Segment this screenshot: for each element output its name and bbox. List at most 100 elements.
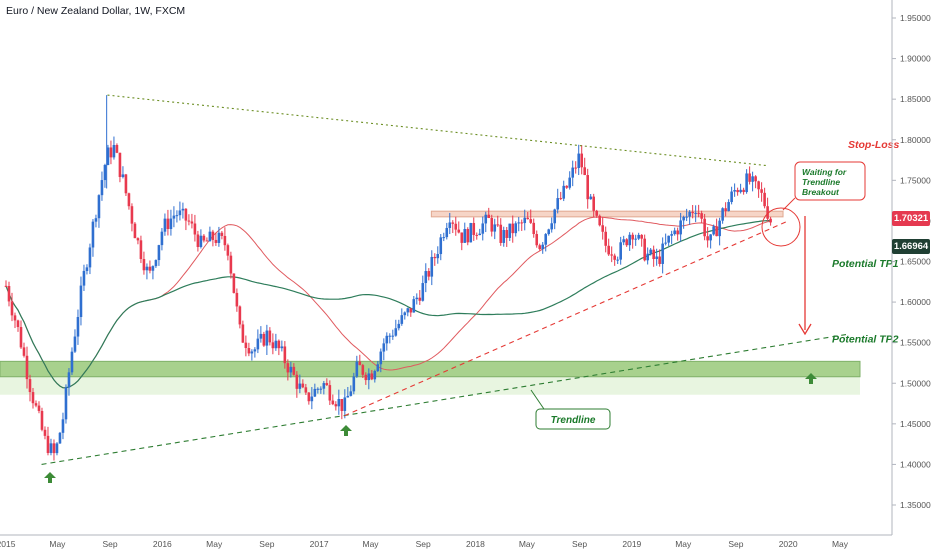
candle-body bbox=[118, 152, 122, 177]
candle-body bbox=[568, 177, 572, 188]
candle-body bbox=[268, 330, 272, 343]
candle-body bbox=[421, 283, 425, 301]
time-tick-label: Sep bbox=[259, 539, 274, 549]
candle-body bbox=[664, 242, 667, 244]
time-axis[interactable]: 2015 May Sep 2016 May Sep 2017 May Sep 2018 May Sep… bbox=[0, 534, 892, 549]
candle-body bbox=[709, 234, 712, 241]
candle-body bbox=[208, 231, 212, 242]
candle-body bbox=[406, 308, 410, 313]
candle-body bbox=[310, 396, 314, 402]
candle-body bbox=[577, 153, 581, 169]
candle-body bbox=[484, 214, 488, 224]
candle-body bbox=[652, 249, 655, 260]
candle-body bbox=[136, 238, 140, 241]
candle-body bbox=[643, 238, 646, 261]
candle-body bbox=[214, 239, 218, 243]
candle-body bbox=[376, 364, 380, 372]
candle-body bbox=[226, 245, 230, 256]
price-tick-label: 1.75000 bbox=[900, 175, 931, 185]
candle-body bbox=[25, 355, 29, 380]
candle-body bbox=[130, 206, 134, 224]
candle-body bbox=[562, 185, 566, 199]
candle-body bbox=[451, 222, 455, 224]
candle-body bbox=[730, 191, 733, 203]
candle-body bbox=[763, 192, 766, 207]
candle-body bbox=[622, 239, 625, 243]
candle-body bbox=[688, 211, 691, 217]
candle-body bbox=[496, 224, 500, 226]
price-tick-label: 1.85000 bbox=[900, 94, 931, 104]
last-price-tag: 1.70321 bbox=[892, 211, 930, 227]
candle-body bbox=[37, 405, 41, 411]
candle-body bbox=[385, 335, 389, 344]
candle-body bbox=[139, 240, 143, 260]
candle-body bbox=[13, 315, 17, 321]
candle-body bbox=[277, 340, 281, 349]
candle-body bbox=[184, 208, 188, 221]
candle-body bbox=[724, 208, 727, 212]
candle-body bbox=[520, 222, 524, 224]
candle-body bbox=[514, 223, 518, 234]
time-tick-label: Sep bbox=[728, 539, 743, 549]
candle-body bbox=[457, 229, 461, 233]
candle-body bbox=[373, 371, 377, 380]
trendlines bbox=[41, 94, 847, 465]
candle-body bbox=[307, 392, 311, 402]
candle-body bbox=[166, 218, 170, 230]
candle-body bbox=[295, 374, 299, 389]
price-tick-label: 1.55000 bbox=[900, 338, 931, 348]
candle-body bbox=[220, 232, 224, 236]
candle-body bbox=[697, 212, 700, 214]
candle-body bbox=[49, 443, 53, 453]
candle-body bbox=[244, 342, 248, 349]
candle-body bbox=[610, 254, 613, 256]
zones bbox=[0, 210, 861, 395]
candle-body bbox=[418, 297, 422, 301]
candle-body bbox=[190, 221, 194, 224]
candle-body bbox=[436, 254, 440, 259]
candle-body bbox=[94, 218, 98, 222]
time-tick-label: May bbox=[362, 539, 379, 549]
candle-body bbox=[217, 232, 221, 243]
candle-body bbox=[517, 222, 521, 224]
candle-body bbox=[286, 363, 290, 373]
candle-body bbox=[541, 244, 545, 250]
candle-body bbox=[79, 285, 83, 318]
annotations: Stop-Loss Potential TP1 Potential TP2 Trend… bbox=[44, 139, 899, 483]
candle-body bbox=[352, 376, 356, 392]
tp2-label: Potential TP2 bbox=[832, 333, 899, 345]
candle-body bbox=[76, 317, 80, 337]
tp1-label: Potential TP1 bbox=[832, 258, 899, 270]
ma-price-tag: 1.66964 bbox=[892, 238, 930, 254]
candle-body bbox=[679, 220, 682, 235]
candle-body bbox=[715, 226, 718, 237]
candle-body bbox=[70, 351, 74, 373]
candle-body bbox=[157, 245, 161, 261]
candle-body bbox=[424, 271, 428, 284]
candle-body bbox=[475, 234, 479, 236]
candle-body bbox=[382, 343, 386, 352]
candle-body bbox=[481, 223, 485, 234]
candle-body bbox=[574, 167, 578, 169]
candle-body bbox=[61, 419, 65, 433]
candle-body bbox=[145, 266, 149, 271]
candle-body bbox=[55, 443, 59, 454]
candle-body bbox=[271, 342, 275, 349]
candle-body bbox=[535, 234, 539, 246]
candle-body bbox=[256, 338, 260, 350]
candle-body bbox=[739, 189, 742, 193]
candle-body bbox=[193, 223, 197, 235]
chart-title: Euro / New Zealand Dollar, 1W, FXCM bbox=[6, 5, 186, 17]
candle-body bbox=[529, 219, 533, 223]
candle-body bbox=[583, 167, 587, 176]
candle-body bbox=[388, 335, 392, 337]
candle-body bbox=[67, 372, 71, 388]
breakout-circle bbox=[761, 207, 801, 247]
candle-body bbox=[16, 320, 20, 328]
candle-body bbox=[766, 206, 769, 219]
candle-body bbox=[640, 234, 643, 239]
price-tick-label: 1.90000 bbox=[900, 54, 931, 64]
candle-body bbox=[88, 247, 92, 268]
candle-body bbox=[532, 222, 536, 235]
time-tick-label: 2020 bbox=[779, 539, 798, 549]
